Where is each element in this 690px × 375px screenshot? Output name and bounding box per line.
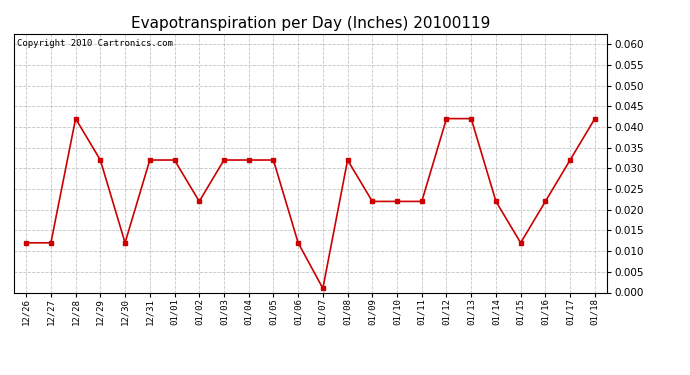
Title: Evapotranspiration per Day (Inches) 20100119: Evapotranspiration per Day (Inches) 2010…: [131, 16, 490, 31]
Text: Copyright 2010 Cartronics.com: Copyright 2010 Cartronics.com: [17, 39, 172, 48]
